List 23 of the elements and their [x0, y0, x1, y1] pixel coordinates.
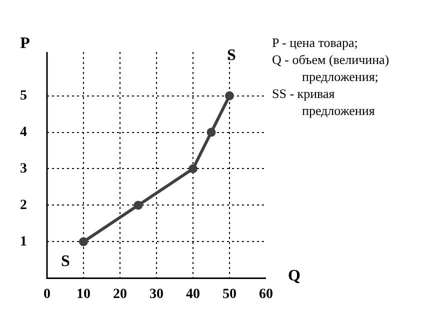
y-tick-label: 3 [20, 161, 27, 176]
text: P - цена товара; [272, 34, 359, 51]
y-tick-label: 4 [20, 124, 27, 140]
point [134, 200, 143, 210]
text: SS - кривая предложения [272, 85, 376, 119]
x-tick-label: 0 [44, 287, 50, 302]
point [206, 128, 216, 137]
x-tick-label: 10 [76, 287, 90, 302]
x-axis-title: Q [288, 267, 300, 284]
point [79, 237, 88, 246]
point [225, 91, 234, 100]
annotation: S [61, 252, 70, 270]
y-tick-label: 2 [20, 198, 27, 213]
y-tick-label: 1 [20, 234, 27, 250]
point [188, 164, 198, 174]
x-tick-label: 50 [222, 287, 236, 302]
y-tick-label: 5 [20, 88, 27, 104]
text: Q - объем (величина) предложения; [272, 51, 390, 85]
x-tick-label: 30 [150, 287, 164, 302]
y-axis-title: P [20, 35, 30, 52]
x-tick-label: 60 [259, 287, 273, 302]
x-tick-label: 40 [186, 287, 200, 302]
x-tick-label: 20 [113, 287, 127, 302]
